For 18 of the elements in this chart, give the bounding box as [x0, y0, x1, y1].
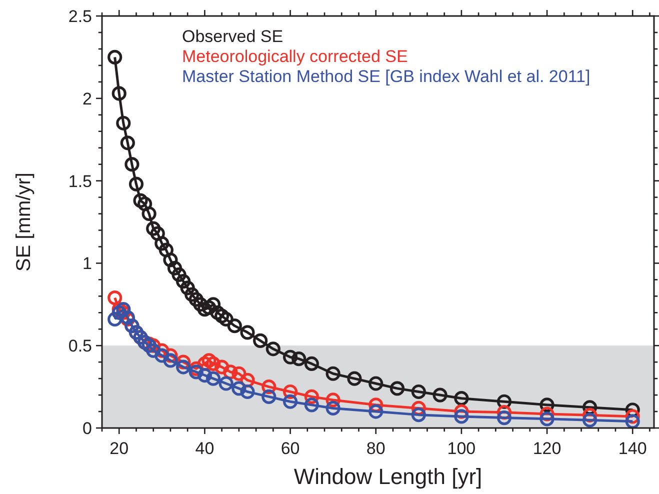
x-tick-label: 20	[110, 439, 129, 458]
x-tick-label: 140	[618, 439, 647, 458]
x-tick-label: 80	[366, 439, 386, 458]
y-tick-label: 1.5	[68, 172, 92, 191]
y-tick-label: 2	[82, 89, 92, 108]
x-tick-label: 40	[195, 439, 214, 458]
text: Meteorologically corrected SE	[182, 47, 408, 66]
y-tick-label: 0	[82, 419, 92, 438]
legend-label: Observed SE	[182, 27, 284, 46]
y-tick-label: 0.5	[68, 336, 92, 356]
x-tick-label: 120	[532, 439, 562, 458]
text: Master Station Method SE [GB index Wahl et al. 2011]	[182, 67, 590, 86]
x-axis-title: Window Length [yr]	[294, 464, 482, 489]
y-tick-label: 1	[82, 254, 92, 274]
y-tick-label: 2.5	[68, 7, 92, 26]
x-tick-label: 60	[280, 439, 300, 458]
x-tick-label: 100	[447, 439, 476, 458]
y-axis-title: SE [mm/yr]	[13, 172, 35, 272]
